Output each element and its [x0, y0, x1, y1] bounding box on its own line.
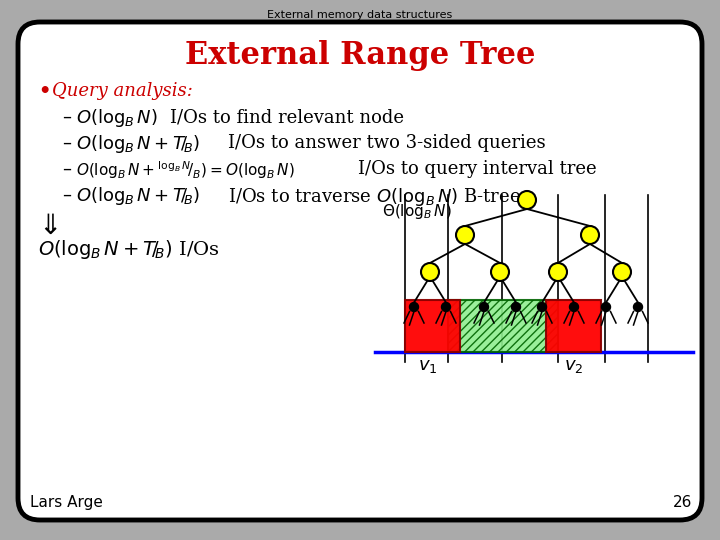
Text: $O(\log_B N + {}^{\log_B N}\!/_{B}) = O(\log_B N)$: $O(\log_B N + {}^{\log_B N}\!/_{B}) = O(… — [76, 159, 294, 181]
Bar — [546, 300, 601, 352]
Text: ⇓: ⇓ — [38, 212, 61, 240]
Circle shape — [538, 302, 546, 312]
Text: –: – — [62, 160, 71, 178]
Text: $O(\log_B N + T\!/\!_B)$: $O(\log_B N + T\!/\!_B)$ — [76, 185, 200, 207]
Text: $O(\log_B N + T\!/\!_B)$: $O(\log_B N + T\!/\!_B)$ — [76, 133, 200, 155]
Circle shape — [410, 302, 418, 312]
Circle shape — [549, 263, 567, 281]
Text: $v_2$: $v_2$ — [564, 357, 584, 375]
Bar — [405, 300, 460, 352]
Text: I/Os to find relevant node: I/Os to find relevant node — [170, 108, 404, 126]
Text: I/Os to answer two 3-sided queries: I/Os to answer two 3-sided queries — [228, 134, 546, 152]
Text: $O(\log_B N + T\!/\!_B)$ I/Os: $O(\log_B N + T\!/\!_B)$ I/Os — [38, 238, 220, 261]
Circle shape — [480, 302, 488, 312]
Text: –: – — [62, 186, 71, 204]
Text: 26: 26 — [672, 495, 692, 510]
Bar — [448, 300, 558, 352]
Circle shape — [518, 191, 536, 209]
Text: •: • — [38, 82, 50, 101]
Circle shape — [441, 302, 451, 312]
Text: Lars Arge: Lars Arge — [30, 495, 103, 510]
Circle shape — [511, 302, 521, 312]
Circle shape — [601, 302, 611, 312]
Text: $\Theta(\log_B N)$: $\Theta(\log_B N)$ — [382, 202, 451, 221]
Text: –: – — [62, 134, 71, 152]
Circle shape — [634, 302, 642, 312]
Text: External memory data structures: External memory data structures — [267, 10, 453, 20]
Circle shape — [570, 302, 578, 312]
Circle shape — [421, 263, 439, 281]
Text: I/Os to query interval tree: I/Os to query interval tree — [358, 160, 597, 178]
Circle shape — [613, 263, 631, 281]
Text: –: – — [62, 108, 71, 126]
Circle shape — [456, 226, 474, 244]
Text: I/Os to traverse $O(\log_B N)$ B-trees: I/Os to traverse $O(\log_B N)$ B-trees — [228, 186, 530, 208]
Text: $O(\log_B N)$: $O(\log_B N)$ — [76, 107, 158, 129]
Circle shape — [581, 226, 599, 244]
FancyBboxPatch shape — [18, 22, 702, 520]
Circle shape — [491, 263, 509, 281]
Text: $v_1$: $v_1$ — [418, 357, 438, 375]
Text: External Range Tree: External Range Tree — [185, 40, 535, 71]
Text: Query analysis:: Query analysis: — [52, 82, 193, 100]
